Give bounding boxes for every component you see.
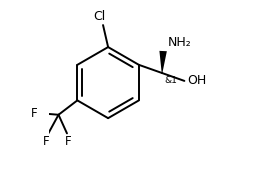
Text: OH: OH <box>187 74 206 87</box>
Text: NH₂: NH₂ <box>168 36 192 49</box>
Text: F: F <box>65 135 72 148</box>
Text: &1: &1 <box>164 76 178 85</box>
Polygon shape <box>159 51 167 73</box>
Text: F: F <box>43 135 50 148</box>
Text: F: F <box>31 107 37 120</box>
Text: Cl: Cl <box>93 9 106 23</box>
